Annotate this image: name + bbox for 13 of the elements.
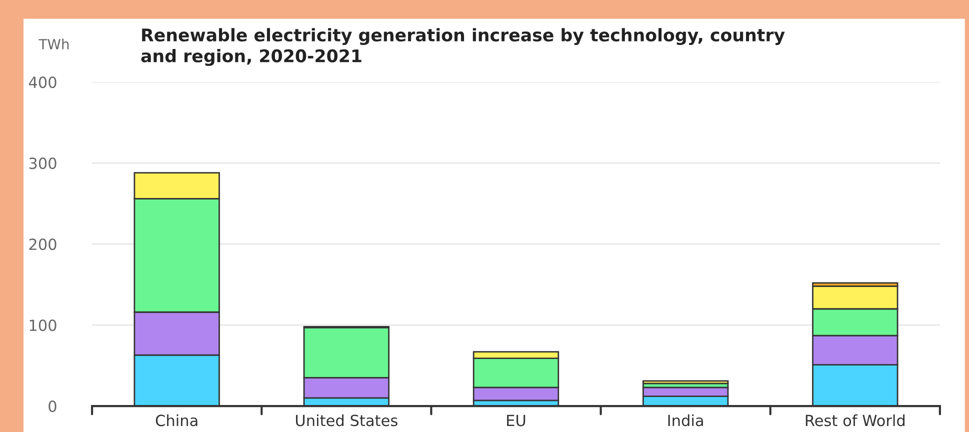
x-tick-label: EU [507,414,526,426]
y-tick-label: 200 [29,238,56,250]
x-tick-label: China [156,414,198,426]
x-tick-label: Rest of World [806,414,904,426]
y-tick-label: 400 [28,76,56,88]
x-tick-label: United States [296,414,398,426]
y-tick-label: 300 [29,158,56,170]
y-tick-label: 100 [30,320,56,332]
chart-title: Renewable electricity generation increase by technology, country and region, 2020-2021 [141,28,785,66]
x-tick-label: India [668,414,703,426]
y-axis-title: TWh [38,38,69,50]
y-tick-label: 0 [48,400,56,412]
bar [642,380,729,384]
